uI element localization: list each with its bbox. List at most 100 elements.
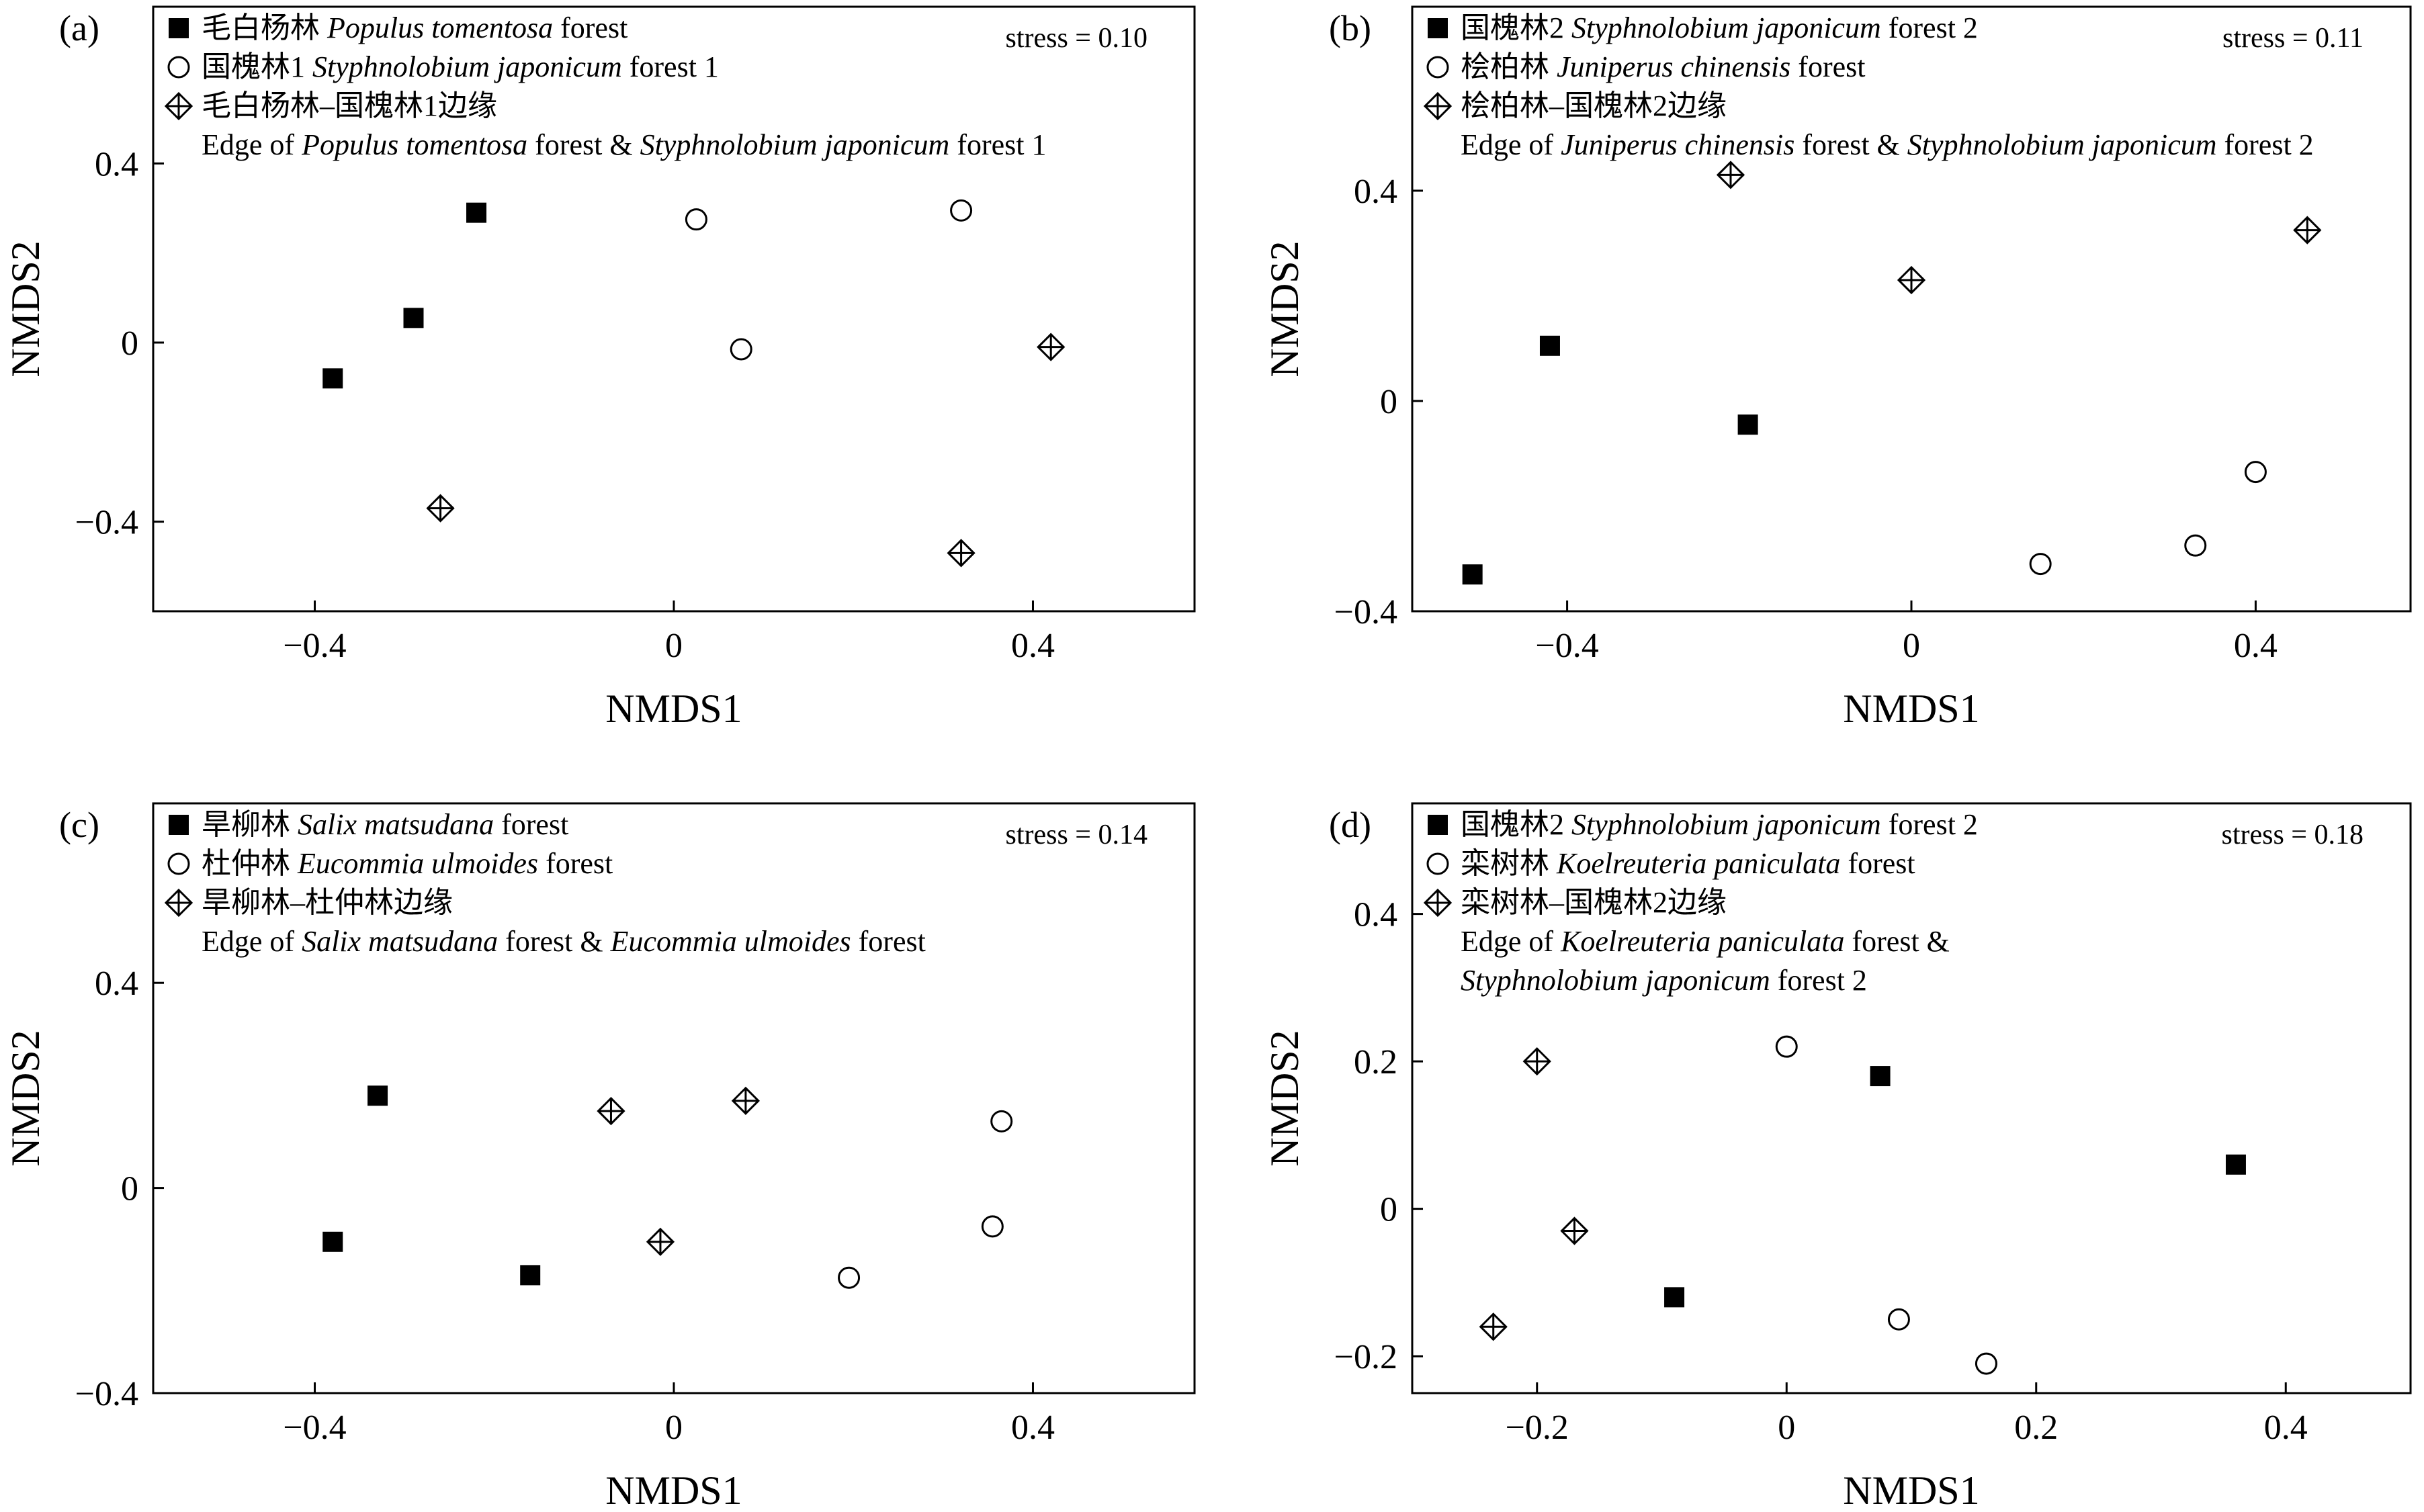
nmds-panel-3: (d) −0.2 0 0.2 0.4 −0.2 0 0.2 0.4 NMDS1 NMDS2 stres… <box>1262 802 2412 1512</box>
panel-label: (c) <box>59 805 99 845</box>
data-point-circle <box>838 1266 861 1289</box>
data-point-diamond <box>1037 332 1066 361</box>
data-point-square <box>322 1231 343 1252</box>
data-point-circle <box>1975 1352 1997 1375</box>
legend: 旱柳林 Salix matsudana forest 杜仲林 Eucommia u… <box>164 808 926 958</box>
y-axis-title: NMDS2 <box>3 240 48 377</box>
legend-entry: 国槐林2 Styphnolobium japonicum forest 2 <box>1461 808 1978 841</box>
data-point-circle <box>2184 534 2207 557</box>
nmds-panel-1: (b) −0.4 0 0.4 −0.4 0 0.4 NMDS1 NMDS2 stress = 0.… <box>1262 5 2412 731</box>
nmds-panel-2: (c) −0.4 0 0.4 −0.4 0 0.4 NMDS1 NMDS2 stress = 0.… <box>3 802 1196 1512</box>
data-point-diamond <box>1716 161 1745 189</box>
legend-entry: 毛白杨林–国槐林1边缘 <box>202 89 497 122</box>
x-tick-label: −0.4 <box>1535 627 1598 665</box>
y-tick-label: 0.4 <box>1354 173 1397 211</box>
data-point-square <box>1664 1287 1685 1308</box>
legend-marker-circle <box>1426 852 1449 875</box>
x-tick-label: 0.4 <box>2234 627 2278 665</box>
y-axis-title: NMDS2 <box>1262 240 1307 377</box>
x-tick-label: 0.4 <box>1011 627 1055 665</box>
data-point-square <box>1870 1066 1891 1087</box>
data-point-square <box>2225 1154 2246 1175</box>
y-tick-label: 0.2 <box>1354 1043 1397 1081</box>
x-axis-title: NMDS1 <box>1843 686 1979 731</box>
panel-label: (b) <box>1329 8 1371 48</box>
legend-entry: 桧柏林 Juniperus chinensis forest <box>1461 50 1865 83</box>
panel-label: (a) <box>59 8 99 48</box>
stress-value: stress = 0.18 <box>2221 819 2364 850</box>
legend-marker-circle <box>167 852 190 875</box>
y-tick-label: 0 <box>1380 1191 1397 1229</box>
data-point-square <box>466 202 487 223</box>
legend-entry: 杜仲林 Eucommia ulmoides forest <box>202 847 613 880</box>
data-point-diamond <box>1522 1047 1551 1076</box>
panel-label: (d) <box>1329 805 1371 845</box>
y-tick-label: −0.2 <box>1334 1338 1397 1376</box>
legend-marker-diamond <box>164 91 193 121</box>
stress-value: stress = 0.11 <box>2222 23 2364 54</box>
data-point-circle <box>2029 553 2052 576</box>
data-point-diamond <box>1479 1313 1508 1341</box>
x-tick-label: 0.4 <box>2264 1409 2308 1447</box>
data-point-circle <box>730 338 752 361</box>
y-tick-label: 0 <box>121 1170 138 1208</box>
data-point-square <box>367 1085 388 1106</box>
data-point-square <box>403 308 424 328</box>
legend-entry-line: Edge of Populus tomentosa forest & Styph… <box>202 128 1047 161</box>
data-point-square <box>1539 335 1560 356</box>
legend-marker-circle <box>167 56 190 79</box>
data-point-diamond <box>426 494 455 523</box>
legend: 毛白杨林 Populus tomentosa forest 国槐林1 Styphn… <box>164 11 1047 161</box>
y-tick-label: 0.4 <box>95 145 138 183</box>
legend-entry-line: Edge of Salix matsudana forest & Eucommi… <box>202 925 926 958</box>
data-point-diamond <box>646 1227 675 1256</box>
y-axis-title: NMDS2 <box>3 1030 48 1166</box>
data-point-diamond <box>2293 216 2322 244</box>
data-point-diamond <box>731 1086 761 1115</box>
data-point-circle <box>1887 1308 1910 1331</box>
data-point-circle <box>950 199 973 222</box>
legend: 国槐林2 Styphnolobium japonicum forest 2 桧柏林… <box>1423 11 2314 161</box>
legend-entry-line: Edge of Juniperus chinensis forest & Sty… <box>1461 128 2314 161</box>
x-tick-label: −0.4 <box>283 627 346 665</box>
x-axis-title: NMDS1 <box>605 686 742 731</box>
data-point-diamond <box>1897 265 1926 295</box>
x-tick-label: 0 <box>665 627 683 665</box>
data-point-circle <box>685 208 707 231</box>
plot-frame <box>1411 802 2412 1394</box>
x-tick-label: 0 <box>665 1409 683 1447</box>
legend-marker-diamond <box>164 888 193 918</box>
stress-value: stress = 0.10 <box>1005 23 1148 54</box>
data-point-circle <box>2244 461 2267 484</box>
legend-marker-square <box>169 815 189 835</box>
legend-entry: 栾树林–国槐林2边缘 <box>1461 886 1727 919</box>
data-point-diamond <box>597 1096 625 1126</box>
legend-entry: 桧柏林–国槐林2边缘 <box>1461 89 1727 122</box>
legend-entry: 国槐林2 Styphnolobium japonicum forest 2 <box>1461 11 1978 44</box>
x-axis-title: NMDS1 <box>605 1468 742 1512</box>
y-axis-title: NMDS2 <box>1262 1030 1307 1166</box>
x-tick-label: 0 <box>1778 1409 1795 1447</box>
data-point-diamond <box>947 539 976 568</box>
y-tick-label: 0.4 <box>95 965 138 1003</box>
y-tick-label: −0.4 <box>1334 593 1397 631</box>
y-tick-label: 0.4 <box>1354 896 1397 934</box>
x-axis-title: NMDS1 <box>1843 1468 1979 1512</box>
stress-value: stress = 0.14 <box>1005 819 1148 850</box>
legend: 国槐林2 Styphnolobium japonicum forest 2 栾树林… <box>1423 808 1978 997</box>
legend-entry: 旱柳林–杜仲林边缘 <box>202 886 453 919</box>
legend-marker-diamond <box>1423 888 1453 918</box>
data-point-circle <box>1775 1035 1798 1058</box>
legend-entry: 国槐林1 Styphnolobium japonicum forest 1 <box>202 50 719 83</box>
x-tick-label: −0.4 <box>283 1409 346 1447</box>
data-point-square <box>1737 414 1758 435</box>
y-tick-label: −0.4 <box>75 1375 138 1413</box>
data-point-circle <box>990 1110 1013 1132</box>
data-point-diamond <box>1560 1216 1589 1245</box>
y-tick-label: 0 <box>121 324 138 363</box>
legend-marker-square <box>1428 18 1448 38</box>
y-tick-label: 0 <box>1380 383 1397 421</box>
legend-entry-line: Styphnolobium japonicum forest 2 <box>1461 964 1867 997</box>
x-tick-label: −0.2 <box>1506 1409 1569 1447</box>
